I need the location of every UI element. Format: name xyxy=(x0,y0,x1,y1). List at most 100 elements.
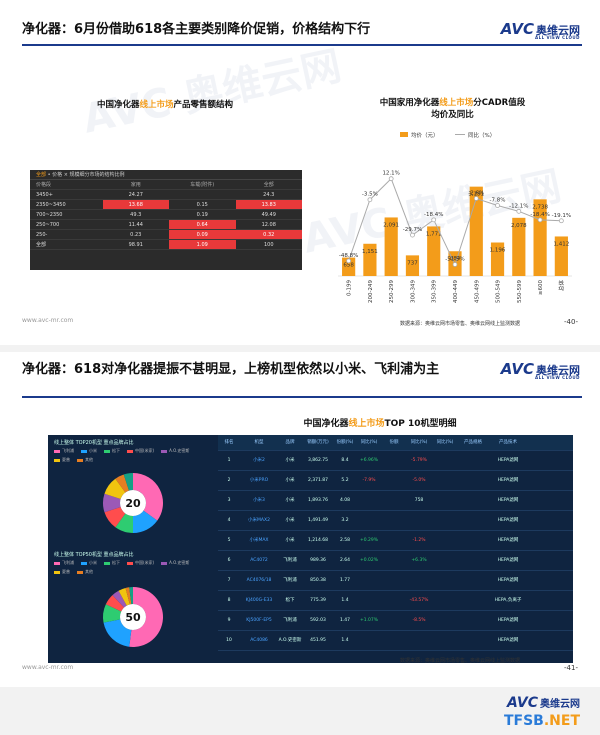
table-cell: HEPA滤网 xyxy=(497,558,519,563)
table-cell xyxy=(169,190,236,199)
legend-item: 松下 xyxy=(104,448,120,454)
column-header: 销额(万元) xyxy=(307,440,329,445)
table-cell: -1.2% xyxy=(412,538,426,543)
legend-item: 其他 xyxy=(77,457,93,463)
table-cell: 7 xyxy=(227,578,231,583)
donut-slice xyxy=(133,510,158,533)
watermark: AVC 奥维云网 xyxy=(78,43,346,143)
legend-item: 小米 xyxy=(81,448,97,454)
table-cell: 11.44 xyxy=(128,222,143,228)
table-cell xyxy=(458,531,488,550)
table-cell: 1.47 xyxy=(339,618,351,623)
table-cell: 98.91 xyxy=(128,242,143,248)
table-cell xyxy=(356,491,382,510)
bar-value-label: 1,196 xyxy=(490,248,506,254)
x-tick-label: 500-549 xyxy=(496,280,502,303)
table-cell xyxy=(382,611,406,630)
avc-logo: AVC 奥维云网 ALL VIEW CLOUD xyxy=(500,360,580,380)
donut-slice xyxy=(115,513,133,533)
table-cell xyxy=(458,471,488,490)
donut-center-value: 20 xyxy=(125,497,141,510)
legend-item: 夏普 xyxy=(54,457,70,463)
donut-slice xyxy=(133,473,163,521)
yoy-label: -18.4% xyxy=(530,212,549,218)
table-cell: 8.4 xyxy=(341,458,349,463)
bar-value-label: 2,078 xyxy=(511,223,527,229)
table-cell: HEPA滤网 xyxy=(497,578,519,583)
table-cell xyxy=(458,571,488,590)
table-cell: A.O.史密斯 xyxy=(278,638,302,643)
table-cell: 小米 xyxy=(285,498,295,503)
bar-value-label: 2,738 xyxy=(532,204,548,210)
data-source: 数据来源：奥维云网市场零售、奥维云网线上监测数据 xyxy=(400,321,521,327)
table-cell: 2 xyxy=(227,478,231,483)
x-tick-label: 0-199 xyxy=(347,280,353,296)
yoy-label: -18.4% xyxy=(424,212,443,218)
table-cell: +0.02% xyxy=(359,558,379,563)
table-cell: 100 xyxy=(263,242,274,248)
table-row: 3450+ 24.27 24.3 xyxy=(30,190,302,200)
donut-slice xyxy=(105,595,125,612)
table-cell: 13.83 xyxy=(235,200,302,209)
legend-item: A.O.史密斯 xyxy=(161,448,189,454)
cadr-price-chart: 均价（元） 同比（%） 658 0-199 1,151 200-249 2,091 250-2… xyxy=(338,131,572,303)
table-cell: 1.77 xyxy=(339,578,351,583)
table-cell: HEPA滤网 xyxy=(497,538,519,543)
slide-title: 净化器：6月份借助618各主要类别降价促销，价格结构下行 xyxy=(22,22,371,37)
table-cell xyxy=(458,591,488,610)
legend-item: 其他 xyxy=(77,569,93,575)
yoy-point xyxy=(410,232,415,238)
table-cell: 小米 xyxy=(285,538,295,543)
table-cell xyxy=(382,511,406,530)
donut-top50: 50 xyxy=(103,587,163,647)
table-row: 4 小米MAX2 小米 1,491.49 3.2 HEPA滤网 xyxy=(218,511,573,531)
table-cell xyxy=(432,551,458,570)
column-header: 机型 xyxy=(254,440,264,445)
table-cell xyxy=(458,451,488,470)
table-row: 250- 0.23 0.09 0.32 xyxy=(30,230,302,240)
bar-value-label: 3,191 xyxy=(468,192,484,198)
yoy-label: -29.7% xyxy=(403,227,422,233)
bar xyxy=(533,199,547,276)
donut-slice xyxy=(103,619,132,647)
legend-item: 飞利浦 xyxy=(54,560,74,566)
table-cell: 0.23 xyxy=(130,232,142,238)
table-cell: -7.9% xyxy=(362,478,376,483)
table-cell: 13.68 xyxy=(102,200,169,209)
yoy-point xyxy=(346,258,352,264)
table-row: 全部 98.91 1.09 100 xyxy=(30,240,302,250)
top10-table-header: 排名 机型 品牌 销额(万元) 份额(%) 同比(%) 份额 同比(%) 同比(%) 产品规格 产品… xyxy=(218,435,573,451)
table-cell: KJ500F-EP5 xyxy=(246,618,272,623)
bar xyxy=(490,242,505,276)
donut-slice xyxy=(103,493,121,513)
x-tick-label: 250-299 xyxy=(389,280,395,303)
x-tick-label: 总体 xyxy=(557,280,565,292)
table-cell: 5.2 xyxy=(341,478,349,483)
table-row: 1 小米2 小米 3,862.75 8.4 +6.96% -5.79% HEPA滤网 xyxy=(218,451,573,471)
table-cell: 1.09 xyxy=(169,240,236,249)
data-source: 数据来源：奥维云网市场零售、奥维云网线上监测数据 xyxy=(400,658,521,664)
table-row: 8 KJ400G-E33 松下 775.39 1.4 -43.57% HEPA,负离子 xyxy=(218,591,573,611)
table-cell xyxy=(432,471,458,490)
brand-dashboard: 线上整体 TOP20机型 重点品牌占比 飞利浦 小米 松下 中国(米家) A.O.史密斯… xyxy=(48,435,573,663)
table-cell: 1 xyxy=(227,458,231,463)
table-cell xyxy=(458,631,488,650)
donut-slice xyxy=(118,587,130,606)
table-cell: 758 xyxy=(414,498,424,503)
table-cell: +6.3% xyxy=(411,558,427,563)
table-row: 10 AC4086 A.O.史密斯 451.95 1.4 HEPA滤网 xyxy=(218,631,573,651)
table-cell: 250~700 xyxy=(36,222,60,228)
table-cell xyxy=(356,511,382,530)
yoy-point xyxy=(516,208,522,214)
avc-logo: AVC 奥维云网 ALL VIEW CLOUD xyxy=(500,20,580,40)
table-cell: 0.09 xyxy=(169,230,236,239)
table-row: 3 小米3 小米 1,893.76 4.08 758 HEPA滤网 xyxy=(218,491,573,511)
tfsb-watermark: TFSB.NET xyxy=(503,713,580,729)
donut-slice xyxy=(104,507,126,528)
table-cell: HEPA,负离子 xyxy=(494,598,522,603)
table-cell: -5.0% xyxy=(412,478,426,483)
column-header: 同比(%) xyxy=(436,440,454,445)
table-cell xyxy=(406,631,432,650)
table-cell: 松下 xyxy=(285,598,295,603)
table-cell: 3.2 xyxy=(341,518,349,523)
